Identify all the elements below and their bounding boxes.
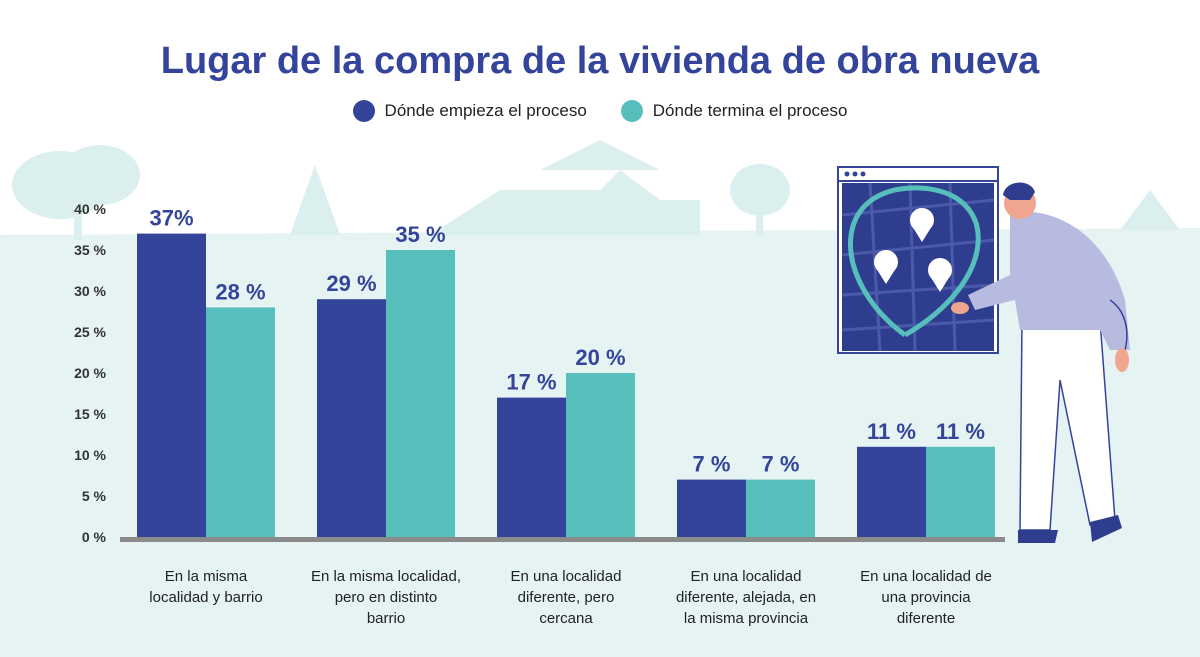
location-pin-icon <box>874 250 898 284</box>
y-tick-label: 10 % <box>74 447 106 463</box>
bar <box>926 446 995 537</box>
legend-item-end: Dónde termina el proceso <box>620 100 848 122</box>
location-pin-icon <box>910 208 934 242</box>
bar <box>317 299 386 537</box>
x-tick-label: En una localidad <box>511 568 622 585</box>
y-tick-label: 20 % <box>74 365 106 381</box>
y-tick-label: 35 % <box>74 242 106 258</box>
legend-item-start: Dónde empieza el proceso <box>352 100 587 122</box>
tree-icon <box>12 145 140 240</box>
tree-icon <box>290 165 340 235</box>
data-label: 7 % <box>762 452 800 477</box>
bar <box>566 373 635 537</box>
legend-swatch-end <box>620 100 643 122</box>
y-tick-label: 25 % <box>74 324 106 340</box>
x-tick-label: una provincia <box>881 589 971 606</box>
x-tick-label: En la misma <box>165 568 248 585</box>
y-tick-label: 5 % <box>82 488 107 504</box>
data-label: 17 % <box>506 370 556 395</box>
bar <box>137 233 206 537</box>
data-label: 29 % <box>326 271 376 296</box>
x-tick-label: localidad y barrio <box>149 589 262 606</box>
legend-label-start: Dónde empieza el proceso <box>384 101 587 120</box>
house-icon <box>430 140 700 235</box>
house-icon <box>1120 190 1180 230</box>
x-tick-label: En una localidad de <box>860 568 992 585</box>
tree-icon <box>730 164 790 235</box>
location-pin-icon <box>928 258 952 292</box>
x-tick-label: En la misma localidad, <box>311 568 461 585</box>
bar <box>206 307 275 537</box>
bar <box>677 479 746 537</box>
y-tick-label: 15 % <box>74 406 106 422</box>
y-tick-label: 40 % <box>74 201 106 217</box>
chart-title: Lugar de la compra de la vivienda de obr… <box>160 40 1040 82</box>
legend-swatch-start <box>352 100 375 122</box>
bar <box>497 397 566 537</box>
data-label: 7 % <box>693 452 731 477</box>
x-tick-label: diferente, alejada, en <box>676 589 816 606</box>
data-label: 28 % <box>215 279 265 304</box>
y-tick-label: 30 % <box>74 283 106 299</box>
x-tick-label: En una localidad <box>691 568 802 585</box>
bar <box>857 446 926 537</box>
x-tick-label: barrio <box>367 610 405 627</box>
bar <box>386 250 455 537</box>
x-tick-label: pero en distinto <box>335 589 438 606</box>
bar <box>746 479 815 537</box>
data-label: 11 % <box>936 419 985 444</box>
x-tick-label: diferente <box>897 610 955 627</box>
data-label: 35 % <box>395 222 445 247</box>
person-icon <box>951 182 1130 543</box>
legend-label-end: Dónde termina el proceso <box>652 101 848 120</box>
map-icon <box>837 166 999 354</box>
legend: Dónde empieza el proceso Dónde termina e… <box>0 100 1200 122</box>
x-tick-label: la misma provincia <box>684 610 809 627</box>
y-tick-label: 0 % <box>82 529 107 545</box>
data-label: 37% <box>149 206 193 231</box>
x-axis-line <box>120 537 1005 542</box>
x-tick-label: diferente, pero <box>518 589 615 606</box>
x-tick-label: cercana <box>539 610 593 627</box>
data-label: 11 % <box>867 419 916 444</box>
data-label: 20 % <box>575 345 625 370</box>
